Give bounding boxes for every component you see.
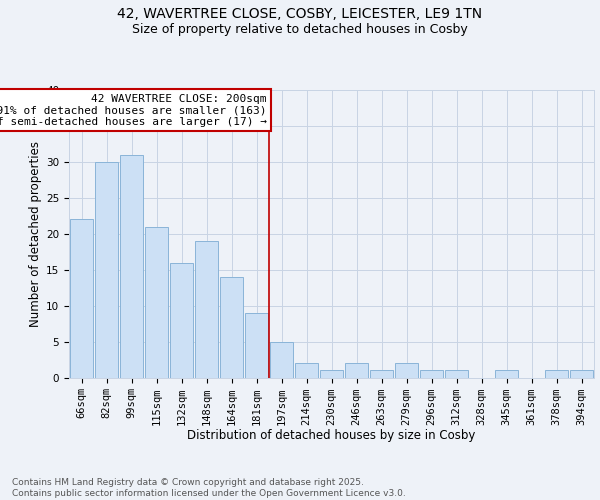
Bar [170, 262, 193, 378]
Bar [445, 370, 468, 378]
Bar [120, 154, 143, 378]
Text: 42 WAVERTREE CLOSE: 200sqm
← 91% of detached houses are smaller (163)
9% of semi: 42 WAVERTREE CLOSE: 200sqm ← 91% of deta… [0, 94, 266, 127]
Bar [195, 241, 218, 378]
Text: Size of property relative to detached houses in Cosby: Size of property relative to detached ho… [132, 22, 468, 36]
Bar [95, 162, 118, 378]
Bar [220, 277, 243, 378]
Bar [145, 226, 168, 378]
Bar [420, 370, 443, 378]
Bar [570, 370, 593, 378]
Bar [70, 220, 93, 378]
Bar [545, 370, 568, 378]
Y-axis label: Number of detached properties: Number of detached properties [29, 141, 42, 327]
X-axis label: Distribution of detached houses by size in Cosby: Distribution of detached houses by size … [187, 429, 476, 442]
Text: Contains HM Land Registry data © Crown copyright and database right 2025.
Contai: Contains HM Land Registry data © Crown c… [12, 478, 406, 498]
Bar [245, 313, 268, 378]
Bar [270, 342, 293, 378]
Bar [320, 370, 343, 378]
Bar [495, 370, 518, 378]
Text: 42, WAVERTREE CLOSE, COSBY, LEICESTER, LE9 1TN: 42, WAVERTREE CLOSE, COSBY, LEICESTER, L… [118, 8, 482, 22]
Bar [295, 363, 318, 378]
Bar [370, 370, 393, 378]
Bar [395, 363, 418, 378]
Bar [345, 363, 368, 378]
